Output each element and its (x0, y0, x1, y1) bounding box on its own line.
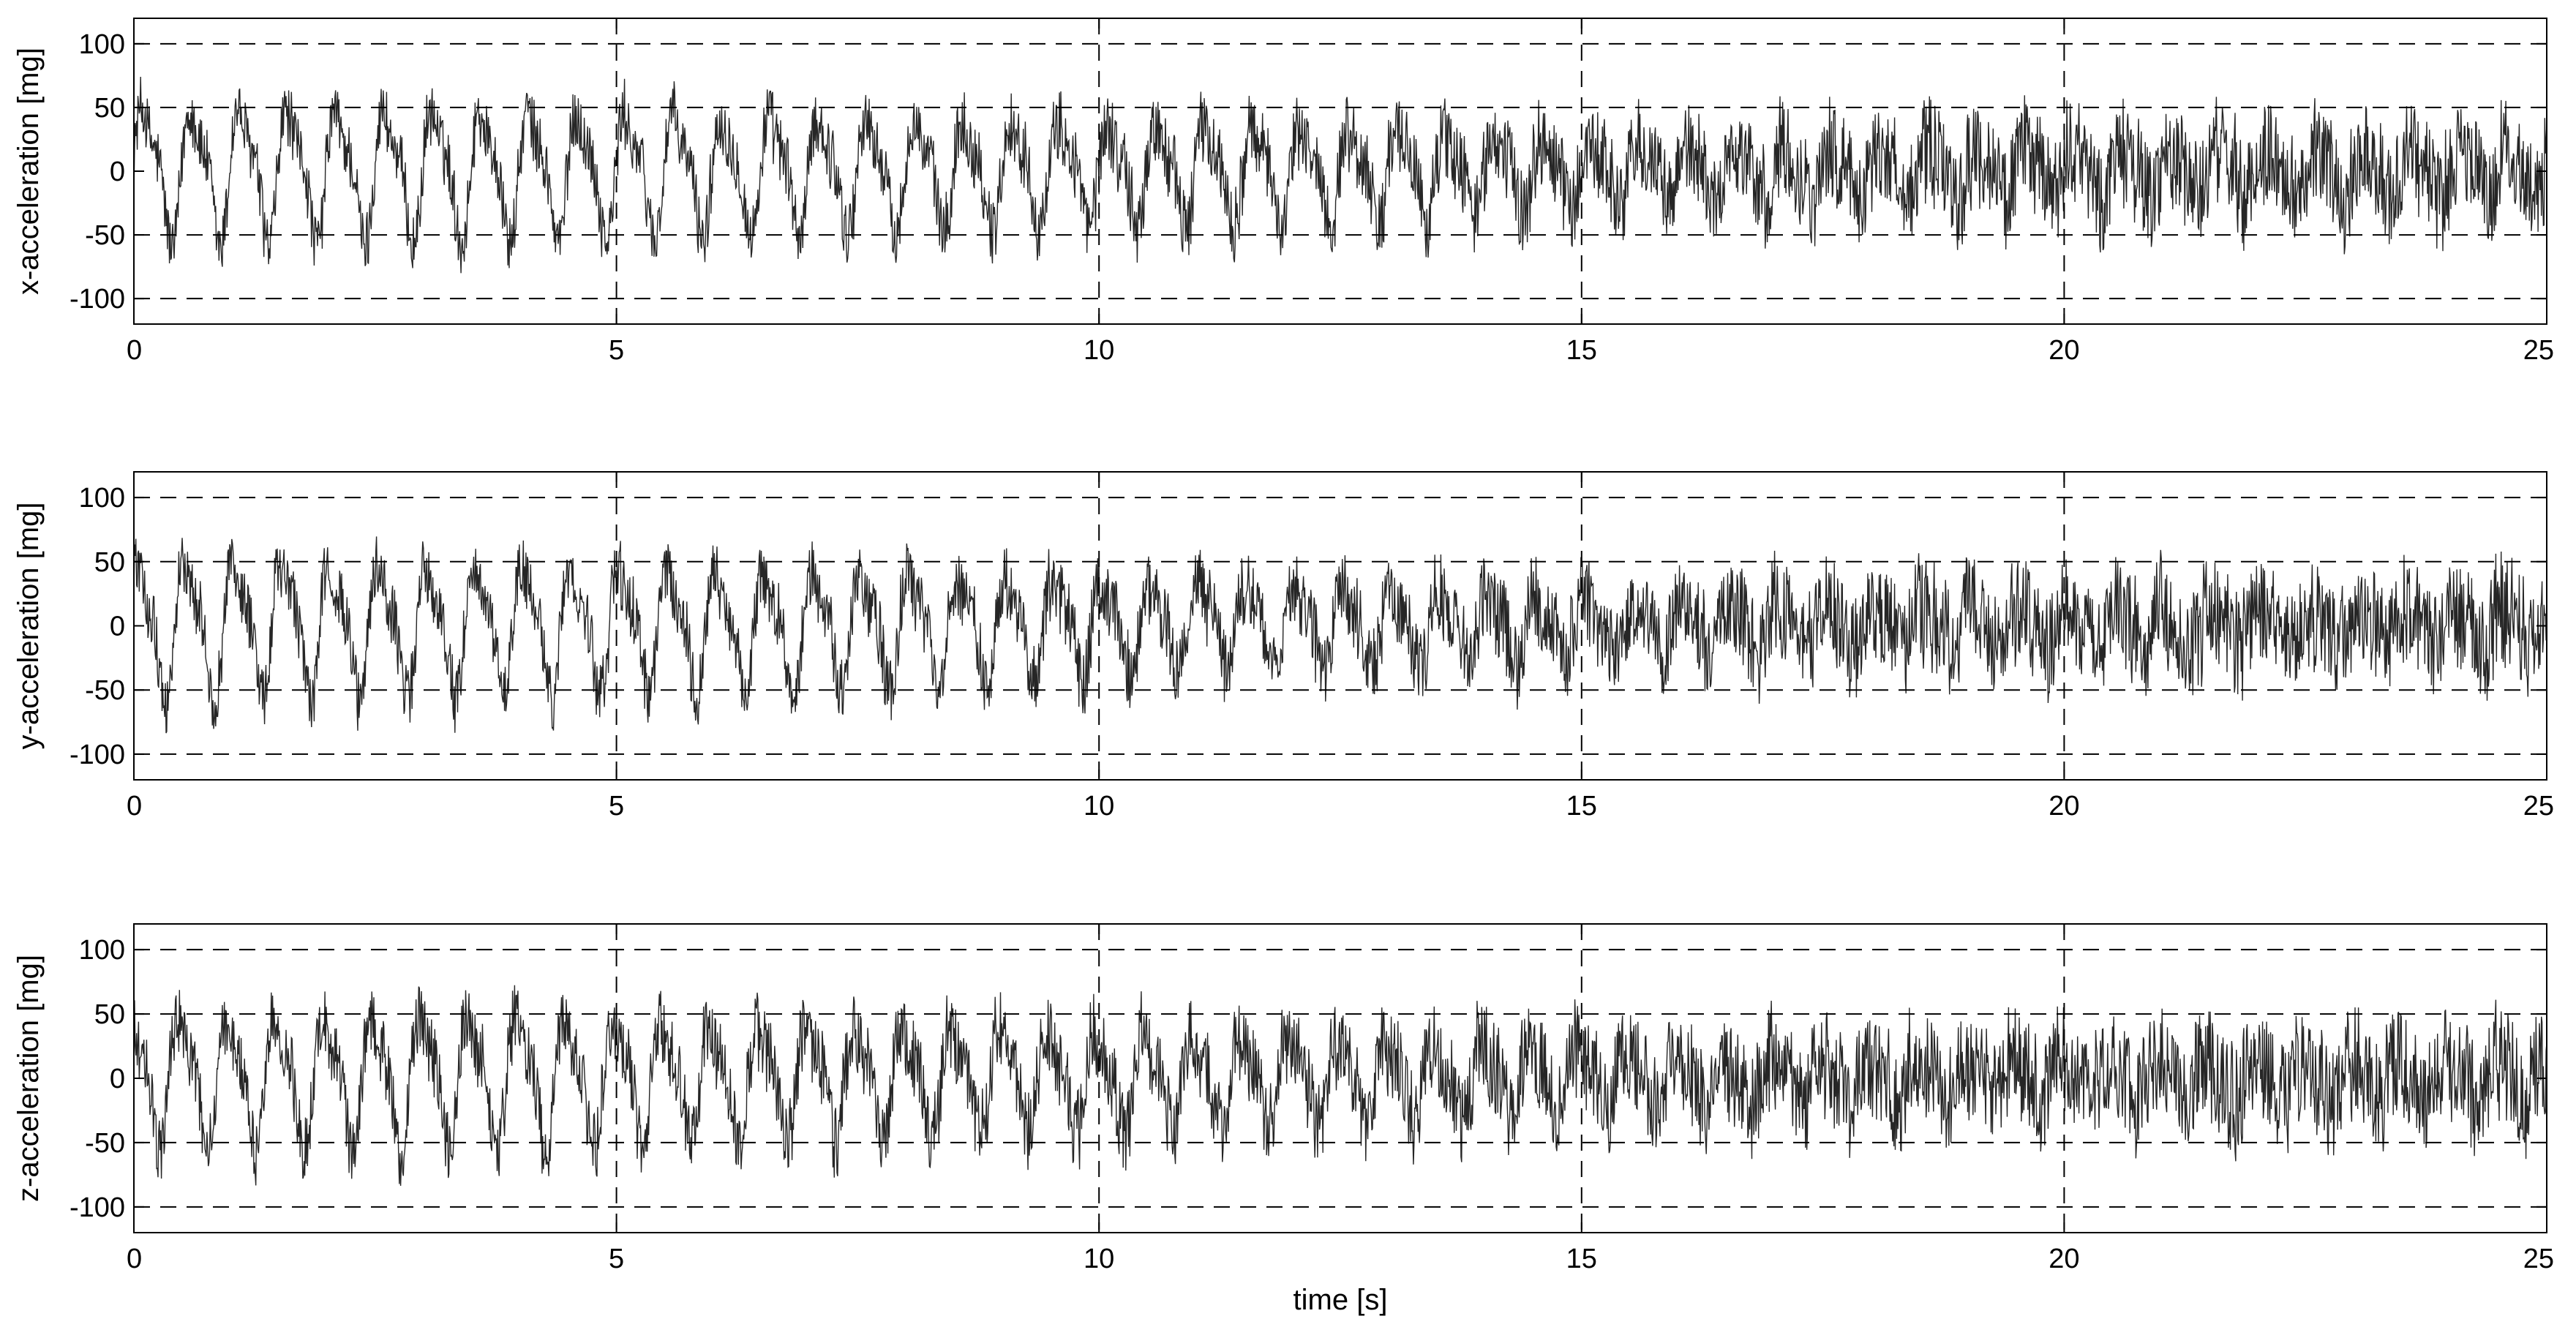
x-tick-label: 0 (127, 1244, 142, 1274)
x-tick-label: 20 (2049, 335, 2079, 366)
chart-panel-1: 0 5 10 15 20 25 -100 -50 0 50 100 x-acceleration [m… (12, 18, 2554, 366)
signal-trace (134, 985, 2547, 1187)
x-tick-label: 15 (1566, 335, 1597, 366)
y-tick-label: 0 (110, 1064, 125, 1094)
plot-frame (133, 471, 2547, 781)
x-tick-label: 5 (609, 1244, 624, 1274)
x-tick-label: 0 (127, 791, 142, 822)
signal-trace (134, 536, 2547, 734)
y-tick-label: -100 (70, 740, 125, 770)
y-tick-label: 100 (79, 483, 125, 514)
y-axis-label: y-acceleration [mg] (12, 503, 45, 750)
y-tick-label: -100 (70, 284, 125, 315)
x-tick-label: 25 (2523, 1244, 2554, 1274)
x-tick-label: 25 (2523, 791, 2554, 822)
x-tick-label: 10 (1084, 1244, 1114, 1274)
x-tick-label: 20 (2049, 1244, 2079, 1274)
y-tick-label: 100 (79, 29, 125, 60)
y-tick-label: -50 (85, 675, 125, 706)
x-tick-label: 20 (2049, 791, 2079, 822)
y-tick-label: 50 (94, 999, 125, 1030)
y-axis-label: z-acceleration [mg] (12, 955, 45, 1202)
signal-trace (134, 76, 2547, 274)
x-tick-label: 15 (1566, 1244, 1597, 1274)
y-tick-label: 50 (94, 547, 125, 578)
y-tick-label: 100 (79, 935, 125, 966)
y-tick-label: 50 (94, 93, 125, 124)
x-tick-label: 10 (1084, 335, 1114, 366)
y-tick-label: 0 (110, 612, 125, 642)
x-tick-label: 0 (127, 335, 142, 366)
x-tick-label: 25 (2523, 335, 2554, 366)
y-tick-label: -100 (70, 1192, 125, 1223)
x-tick-label: 5 (609, 335, 624, 366)
x-tick-label: 10 (1084, 791, 1114, 822)
y-axis-label: x-acceleration [mg] (12, 48, 45, 295)
y-tick-label: 0 (110, 157, 125, 187)
chart-panel-2: 0 5 10 15 20 25 -100 -50 0 50 100 y-acceleration [m… (12, 471, 2554, 822)
y-tick-label: -50 (85, 220, 125, 251)
x-axis-label: time [s] (1293, 1284, 1388, 1316)
chart-panel-3: 0 5 10 15 20 25 -100 -50 0 50 100 z-acceleration [m… (12, 923, 2554, 1316)
y-tick-label: -50 (85, 1128, 125, 1159)
x-tick-label: 5 (609, 791, 624, 822)
x-tick-label: 15 (1566, 791, 1597, 822)
